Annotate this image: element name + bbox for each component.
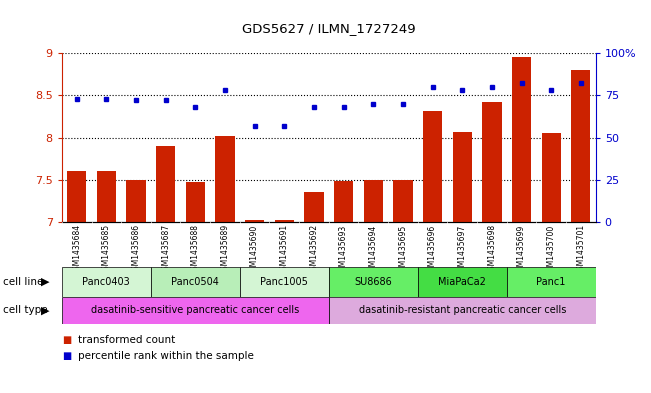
Text: GSM1435698: GSM1435698 — [488, 224, 496, 275]
Bar — [393, 180, 413, 222]
Text: Panc1: Panc1 — [536, 277, 566, 287]
Text: ■: ■ — [62, 351, 71, 361]
Text: GSM1435685: GSM1435685 — [102, 224, 111, 275]
Text: ▶: ▶ — [41, 277, 50, 287]
Text: dasatinib-sensitive pancreatic cancer cells: dasatinib-sensitive pancreatic cancer ce… — [91, 305, 299, 316]
Text: GSM1435686: GSM1435686 — [132, 224, 141, 275]
Bar — [423, 110, 442, 222]
Bar — [275, 220, 294, 222]
Text: dasatinib-resistant pancreatic cancer cells: dasatinib-resistant pancreatic cancer ce… — [359, 305, 566, 316]
Text: Panc1005: Panc1005 — [260, 277, 308, 287]
Bar — [67, 171, 87, 222]
Text: GSM1435700: GSM1435700 — [547, 224, 556, 275]
Text: cell line: cell line — [3, 277, 44, 287]
Text: GSM1435689: GSM1435689 — [221, 224, 229, 275]
Bar — [329, 267, 418, 297]
Text: MiaPaCa2: MiaPaCa2 — [438, 277, 486, 287]
Text: GDS5627 / ILMN_1727249: GDS5627 / ILMN_1727249 — [242, 22, 415, 35]
Text: GSM1435684: GSM1435684 — [72, 224, 81, 275]
Text: GSM1435687: GSM1435687 — [161, 224, 170, 275]
Text: ■: ■ — [62, 335, 71, 345]
Bar — [418, 267, 506, 297]
Bar — [506, 267, 596, 297]
Text: GSM1435690: GSM1435690 — [250, 224, 259, 275]
Text: GSM1435695: GSM1435695 — [398, 224, 408, 275]
Bar — [364, 180, 383, 222]
Bar — [62, 297, 329, 324]
Bar — [62, 267, 151, 297]
Text: GSM1435691: GSM1435691 — [280, 224, 289, 275]
Text: GSM1435692: GSM1435692 — [309, 224, 318, 275]
Text: GSM1435699: GSM1435699 — [517, 224, 526, 275]
Text: percentile rank within the sample: percentile rank within the sample — [78, 351, 254, 361]
Bar — [240, 267, 329, 297]
Bar — [215, 136, 234, 222]
Text: GSM1435693: GSM1435693 — [339, 224, 348, 275]
Text: Panc0403: Panc0403 — [83, 277, 130, 287]
Bar — [126, 180, 146, 222]
Text: SU8686: SU8686 — [354, 277, 392, 287]
Bar — [571, 70, 590, 222]
Text: GSM1435701: GSM1435701 — [576, 224, 585, 275]
Bar — [186, 182, 205, 222]
Bar — [329, 297, 596, 324]
Bar — [156, 146, 175, 222]
Text: GSM1435688: GSM1435688 — [191, 224, 200, 275]
Bar — [151, 267, 240, 297]
Bar — [334, 182, 353, 222]
Bar — [482, 102, 501, 222]
Bar — [512, 57, 531, 222]
Bar — [304, 193, 324, 222]
Bar — [452, 132, 472, 222]
Text: GSM1435694: GSM1435694 — [368, 224, 378, 275]
Bar — [97, 171, 116, 222]
Text: Panc0504: Panc0504 — [171, 277, 219, 287]
Text: cell type: cell type — [3, 305, 48, 316]
Bar — [245, 220, 264, 222]
Text: ▶: ▶ — [41, 305, 50, 316]
Text: GSM1435697: GSM1435697 — [458, 224, 467, 275]
Text: GSM1435696: GSM1435696 — [428, 224, 437, 275]
Text: transformed count: transformed count — [78, 335, 175, 345]
Bar — [542, 133, 561, 222]
